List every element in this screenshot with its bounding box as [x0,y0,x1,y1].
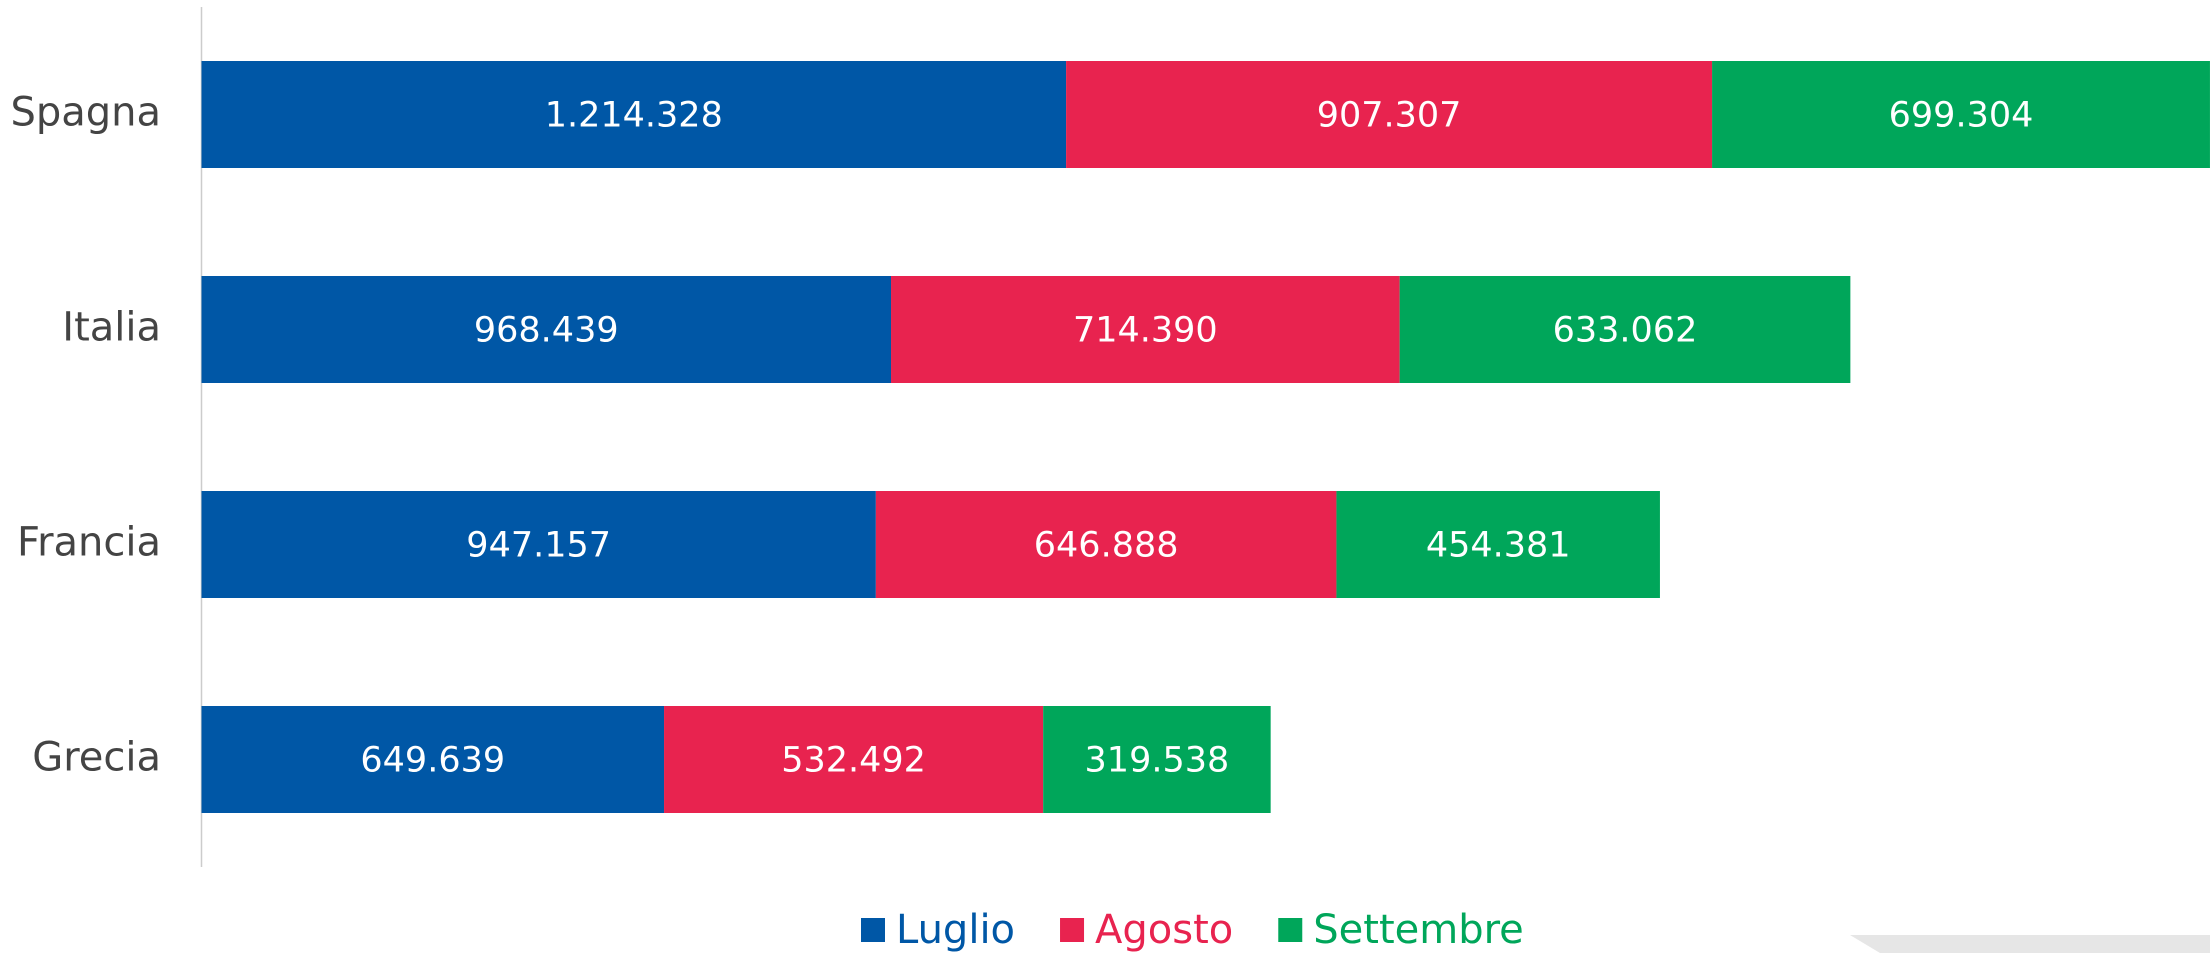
y-tick-label: Italia [62,305,161,351]
bar [1712,61,2210,168]
bar [201,276,892,383]
value-label: 319.538 [1085,741,1230,781]
value-label: 1.214.328 [545,96,723,136]
legend-label: Settembre [1313,907,1524,953]
bar [1399,276,1851,383]
legend-label: Luglio [896,907,1015,953]
value-label: 532.492 [781,741,926,781]
y-tick-label: Grecia [32,735,161,781]
legend-swatch [861,918,885,942]
legend-label: Agosto [1095,907,1233,953]
value-label: 907.307 [1317,96,1462,136]
value-label: 699.304 [1889,96,2034,136]
bar [1336,491,1660,598]
bar [201,491,876,598]
y-tick-label: Spagna [10,90,161,136]
bar [664,706,1044,813]
value-label: 633.062 [1553,311,1698,351]
value-label: 947.157 [466,526,611,566]
bar [1066,61,1713,168]
value-label: 454.381 [1426,526,1571,566]
legend-swatch [1278,918,1303,942]
bar [891,276,1400,383]
value-label: 646.888 [1034,526,1179,566]
legend-swatch [1060,918,1085,942]
value-label: 649.639 [360,741,505,781]
value-label: 714.390 [1073,311,1218,351]
y-tick-label: Francia [17,520,161,566]
decoration [1850,935,2210,953]
value-label: 968.439 [474,311,619,351]
bar [1043,706,1271,813]
bar [201,706,665,813]
bar [201,61,1067,168]
bar [875,491,1337,598]
